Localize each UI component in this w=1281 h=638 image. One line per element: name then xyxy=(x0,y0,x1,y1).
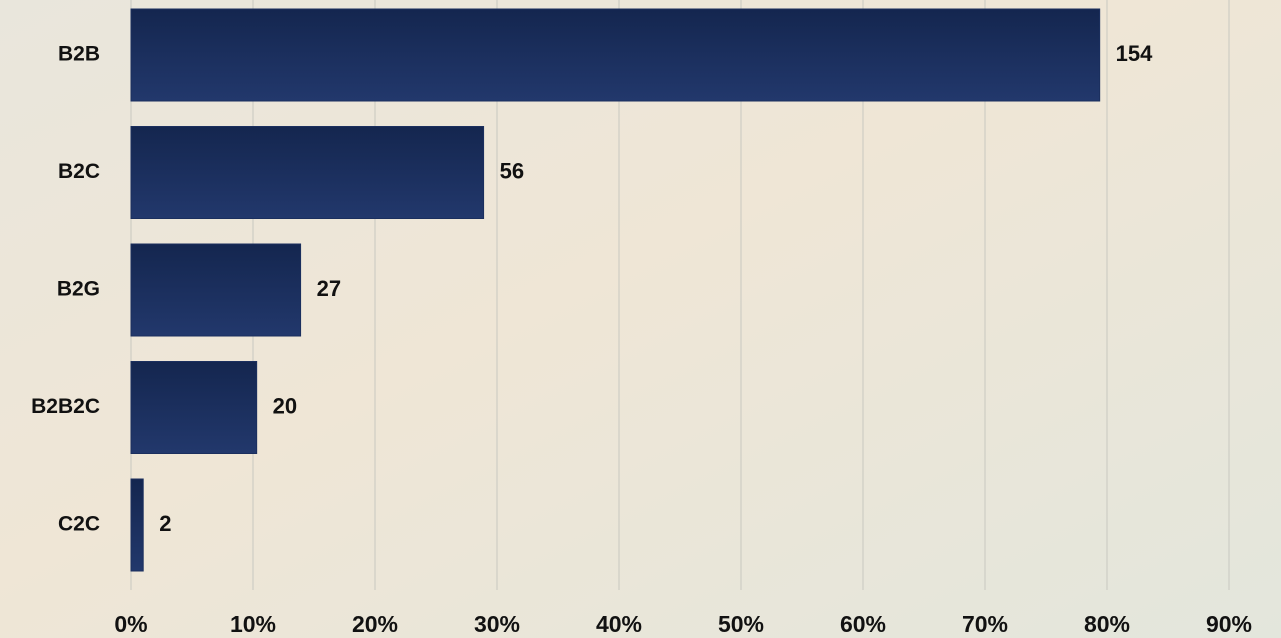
x-tick-label: 20% xyxy=(352,611,398,637)
y-tick-label: B2B xyxy=(58,43,100,66)
x-tick-label: 90% xyxy=(1206,611,1252,637)
x-tick-label: 30% xyxy=(474,611,520,637)
y-tick-label: B2C xyxy=(58,160,100,183)
x-tick-label: 40% xyxy=(596,611,642,637)
x-tick-label: 70% xyxy=(962,611,1008,637)
chart: 0% 10% 20% 30% 40% 50% 60% 70% 80% 90% B2B 154 B2C 56… xyxy=(0,0,1281,638)
y-tick-label: B2G xyxy=(57,278,100,301)
bar xyxy=(131,244,301,336)
x-tick-label: 10% xyxy=(230,611,276,637)
bar xyxy=(131,362,257,454)
x-tick-label: 0% xyxy=(114,611,147,637)
y-tick-label: C2C xyxy=(58,513,100,536)
bar xyxy=(131,9,1100,101)
data-label: 27 xyxy=(317,276,341,301)
x-tick-label: 50% xyxy=(718,611,764,637)
data-label: 154 xyxy=(1116,41,1153,66)
bar xyxy=(131,127,484,219)
bar xyxy=(131,479,143,571)
x-tick-label: 60% xyxy=(840,611,886,637)
data-label: 56 xyxy=(500,158,524,183)
data-label: 20 xyxy=(273,393,297,418)
x-tick-label: 80% xyxy=(1084,611,1130,637)
y-tick-label: B2B2C xyxy=(31,395,100,418)
data-label: 2 xyxy=(159,511,171,536)
page: {"chart_data": {"type": "bar", "orientat… xyxy=(0,0,1281,638)
